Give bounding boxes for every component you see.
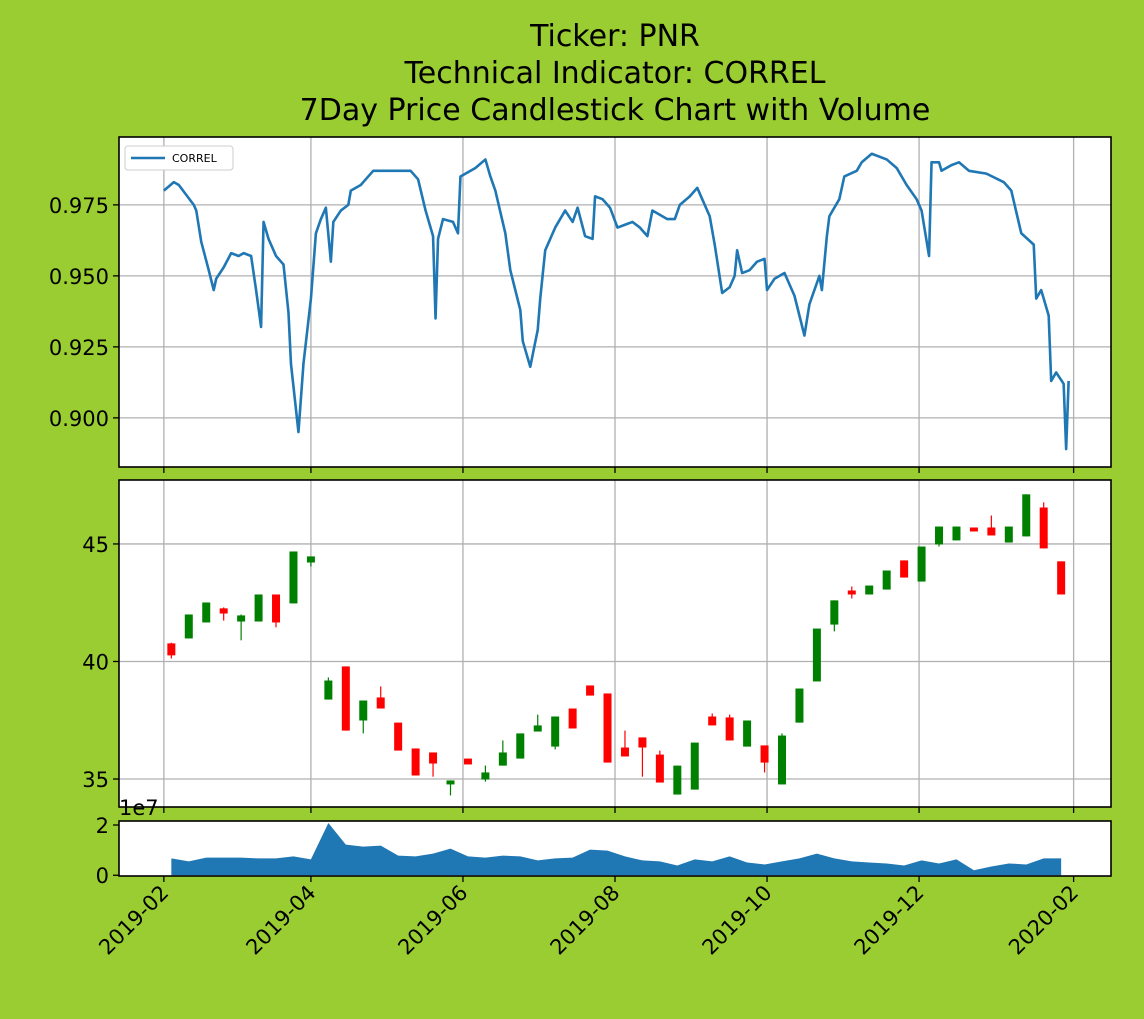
- legend-label: CORREL: [172, 152, 218, 165]
- candle-body: [638, 737, 647, 748]
- candle-body: [272, 594, 281, 623]
- offset-label: 1e7: [119, 796, 159, 820]
- candle-body: [202, 602, 211, 623]
- candle-body: [481, 772, 490, 780]
- candle-body: [429, 752, 438, 764]
- candle-body: [184, 614, 193, 639]
- candle-body: [987, 527, 996, 536]
- candle-body: [760, 745, 769, 763]
- candle-body: [237, 615, 246, 622]
- candle-body: [900, 560, 909, 578]
- chart-title: 7Day Price Candlestick Chart with Volume: [300, 93, 931, 128]
- y-tick-label: 2: [96, 814, 109, 838]
- candle-body: [376, 697, 385, 709]
- candle-body: [673, 765, 682, 795]
- candle-body: [812, 628, 821, 682]
- candle-body: [795, 688, 804, 723]
- candle-body: [1022, 494, 1031, 537]
- candle-body: [830, 600, 839, 625]
- y-tick-label: 0.975: [49, 194, 109, 218]
- panel: 35 40 45: [82, 479, 1112, 813]
- y-tick-label: 0.900: [49, 407, 109, 431]
- panel: 0.900 0.925 0.950 0.975 CORREL: [49, 136, 1112, 473]
- candle-body: [446, 780, 455, 785]
- candle-body: [394, 722, 403, 751]
- candle-body: [341, 666, 350, 731]
- candle-body: [952, 526, 961, 541]
- legend: CORREL: [124, 145, 234, 171]
- candle-body: [603, 693, 612, 763]
- candle-body: [411, 748, 420, 776]
- line-series: [163, 152, 1070, 451]
- y-tick-label: 40: [82, 650, 109, 674]
- y-tick-label: 45: [82, 533, 109, 557]
- plot-frame: [118, 820, 1112, 877]
- candle-body: [1004, 526, 1013, 543]
- candle-body: [289, 551, 298, 604]
- chart-title: Ticker: PNR: [529, 19, 700, 54]
- y-tick-label: 0: [96, 864, 109, 888]
- y-tick-label: 0.950: [49, 265, 109, 289]
- candle-body: [568, 708, 577, 729]
- y-tick-label: 35: [82, 768, 109, 792]
- candle-body: [219, 608, 228, 614]
- candle-body: [306, 556, 315, 563]
- candle-body: [359, 700, 368, 721]
- candle-body: [254, 594, 263, 622]
- candle-body: [463, 758, 472, 765]
- candle-body: [655, 754, 664, 783]
- candle-body: [498, 752, 507, 766]
- candle-body: [935, 526, 944, 545]
- candle-body: [969, 527, 978, 532]
- candle-body: [551, 716, 560, 747]
- candle-body: [743, 720, 752, 747]
- chart-title: Technical Indicator: CORREL: [404, 56, 826, 91]
- plot-frame: [118, 479, 1112, 808]
- candle-body: [324, 680, 333, 700]
- candle-body: [1039, 507, 1048, 549]
- candle-body: [533, 725, 542, 732]
- candle-body: [1057, 561, 1066, 595]
- candle-body: [620, 747, 629, 757]
- candle-body: [690, 742, 699, 790]
- candle-body: [516, 733, 525, 759]
- legend-box: [124, 145, 234, 171]
- candle-body: [777, 735, 786, 785]
- plot-frame: [118, 136, 1112, 468]
- candle-body: [725, 717, 734, 741]
- candle-body: [865, 585, 874, 595]
- candle-body: [882, 570, 891, 590]
- candle-body: [847, 590, 856, 595]
- candle-body: [917, 546, 926, 582]
- volume-area: [171, 823, 1062, 876]
- candle-body: [586, 685, 595, 696]
- candle-body: [708, 716, 717, 726]
- y-tick-label: 0.925: [49, 336, 109, 360]
- candle-body: [167, 643, 176, 656]
